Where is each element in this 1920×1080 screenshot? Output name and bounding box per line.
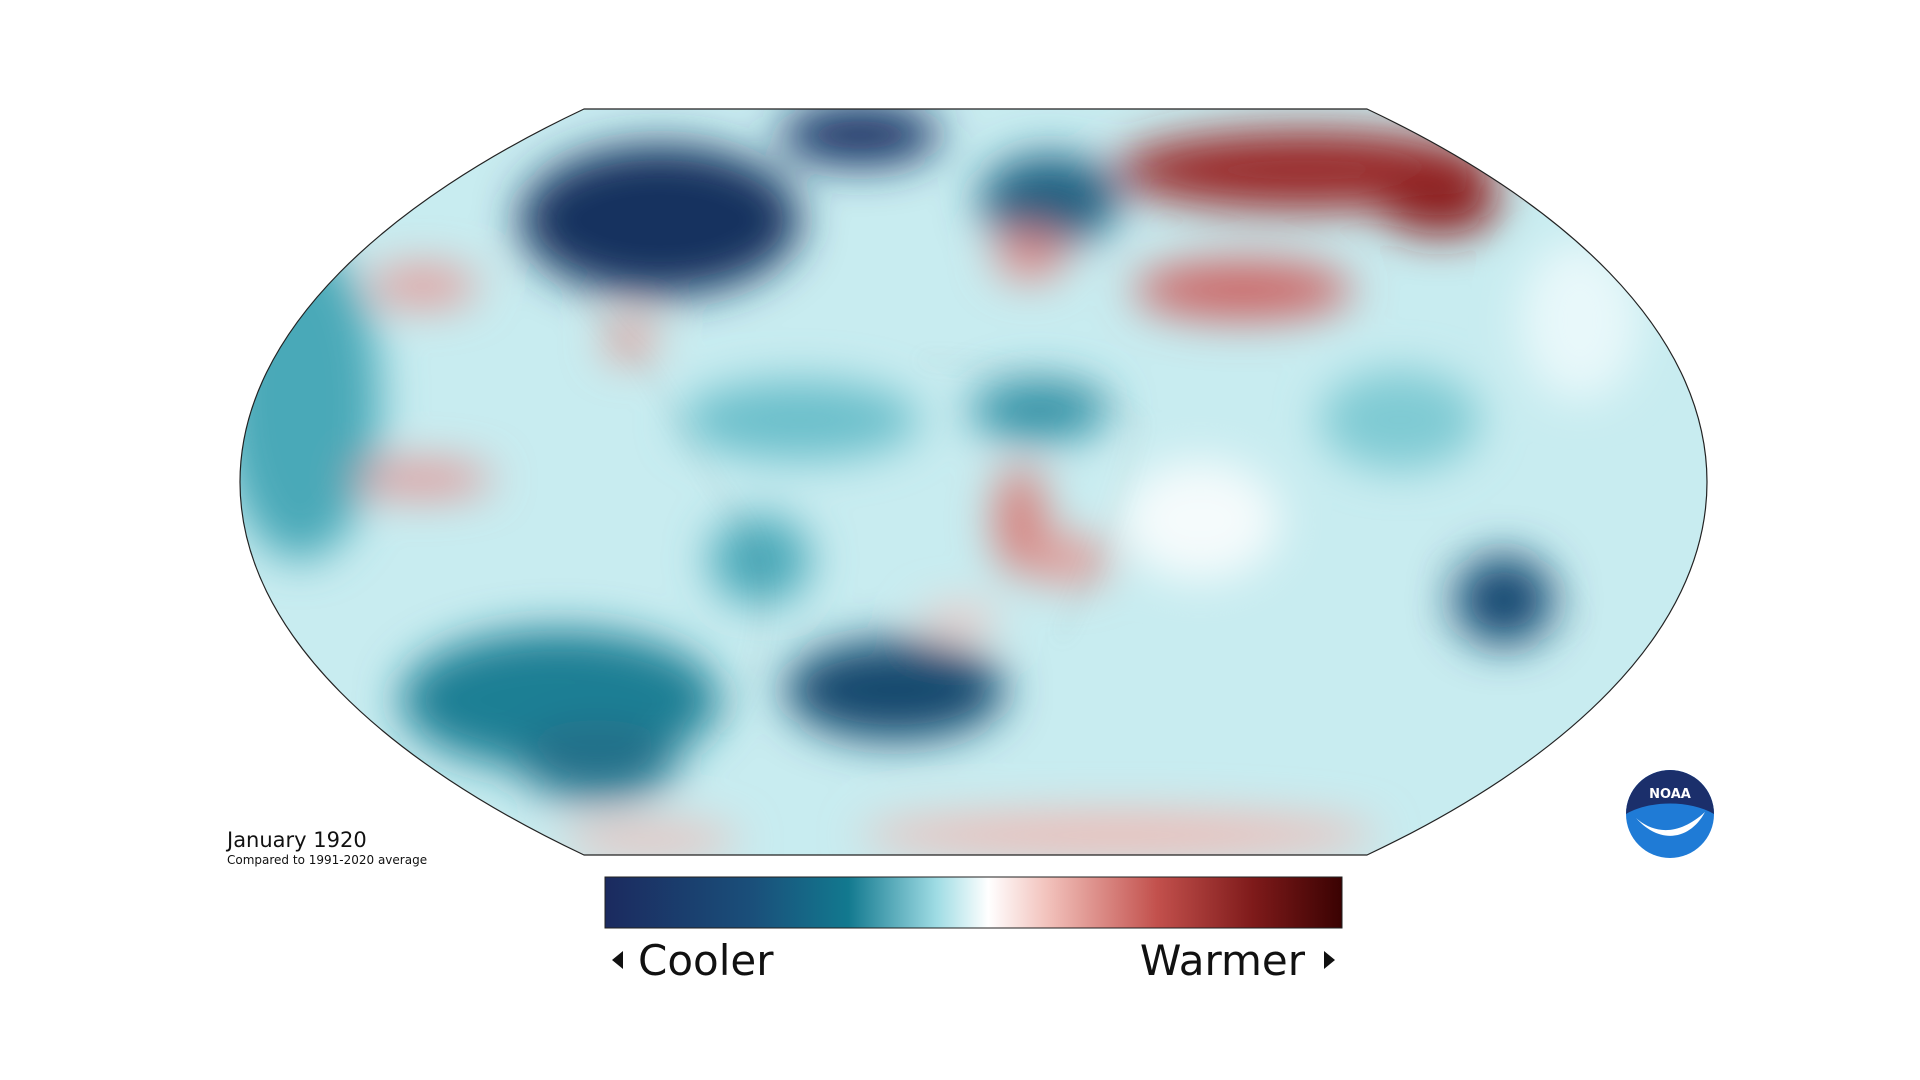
- logo-text: NOAA: [1649, 787, 1691, 802]
- map-title: January 1920: [225, 828, 367, 852]
- map-border: [239, 108, 1708, 856]
- low-label: Cooler: [638, 936, 774, 985]
- noaa-logo: NOAA: [1626, 770, 1714, 858]
- low-arrow: [612, 951, 623, 969]
- anomaly-field: [240, 109, 1640, 855]
- logo-top: [1626, 770, 1714, 814]
- coastlines: [529, 209, 1581, 731]
- high-arrow: [1324, 951, 1335, 969]
- high-label: Warmer: [1140, 936, 1306, 985]
- logo-bird: [1636, 812, 1705, 836]
- colorbar: [604, 876, 1343, 929]
- map-subtitle: Compared to 1991-2020 average: [227, 853, 427, 867]
- anomaly-map: [240, 109, 1707, 855]
